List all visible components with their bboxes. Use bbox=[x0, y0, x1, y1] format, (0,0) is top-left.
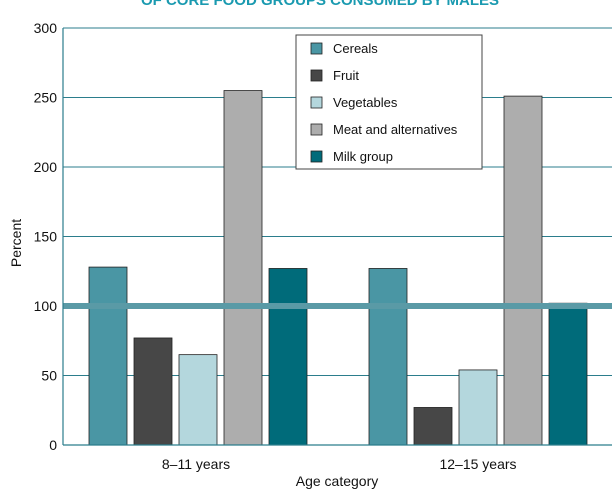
y-tick-label: 100 bbox=[34, 298, 58, 314]
y-tick-label: 250 bbox=[34, 90, 58, 106]
x-tick-label: 8–11 years bbox=[162, 456, 230, 472]
legend-swatch bbox=[310, 123, 323, 136]
legend-swatch bbox=[310, 69, 323, 82]
legend-swatch bbox=[310, 96, 323, 109]
bar-vegetables-2 bbox=[458, 369, 498, 446]
y-tick-label: 150 bbox=[34, 229, 58, 245]
legend-swatch bbox=[310, 150, 323, 163]
legend-label: Meat and alternatives bbox=[333, 122, 458, 137]
chart-title: OF CORE FOOD GROUPS CONSUMED BY MALES bbox=[141, 0, 499, 9]
bar-meat-and-alternatives-2 bbox=[503, 95, 543, 446]
y-tick-label: 300 bbox=[34, 20, 58, 36]
bar-meat-and-alternatives-1 bbox=[223, 90, 263, 446]
y-axis-title: Percent bbox=[8, 219, 24, 267]
bar-fruit-2 bbox=[413, 407, 453, 446]
y-tick-label: 200 bbox=[34, 159, 58, 175]
axes bbox=[62, 28, 612, 446]
bar-cereals-1 bbox=[88, 266, 128, 446]
bar-milk-group-2 bbox=[548, 302, 588, 446]
legend: Cereals Fruit Vegetables Meat and alternati… bbox=[295, 34, 483, 170]
legend-label: Cereals bbox=[333, 41, 378, 56]
legend-swatch bbox=[310, 42, 323, 55]
x-axis-title: Age category bbox=[296, 473, 379, 489]
bar-vegetables-1 bbox=[178, 354, 218, 446]
y-tick-label: 0 bbox=[49, 437, 57, 453]
tick-labels: 0 50 100 150 200 250 300 8–11 years 12–15 years bbox=[34, 20, 517, 472]
bars bbox=[88, 90, 588, 446]
x-tick-label: 12–15 years bbox=[439, 456, 516, 472]
y-tick-label: 50 bbox=[41, 368, 57, 384]
bar-fruit-1 bbox=[133, 337, 173, 446]
legend-box bbox=[295, 34, 483, 170]
bar-cereals-2 bbox=[368, 268, 408, 446]
bar-milk-group-1 bbox=[268, 268, 308, 446]
legend-label: Milk group bbox=[333, 149, 393, 164]
legend-label: Fruit bbox=[333, 68, 359, 83]
legend-label: Vegetables bbox=[333, 95, 398, 110]
